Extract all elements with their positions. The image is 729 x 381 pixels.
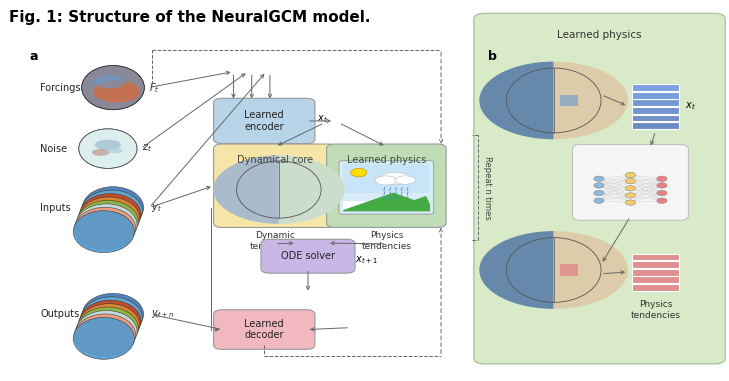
Circle shape [594,198,604,203]
Ellipse shape [79,194,141,235]
Text: $x_t$: $x_t$ [685,100,696,112]
FancyBboxPatch shape [214,310,315,349]
Circle shape [657,190,667,196]
Text: $y_t$: $y_t$ [151,202,162,214]
Text: $y_{t+n}$: $y_{t+n}$ [151,308,174,320]
Circle shape [625,172,636,178]
Text: Learned
encoder: Learned encoder [244,110,284,132]
Text: Physics
tendencies: Physics tendencies [362,231,411,251]
Circle shape [657,183,667,188]
FancyBboxPatch shape [632,284,679,291]
Polygon shape [343,194,429,211]
Bar [560,264,578,276]
Ellipse shape [79,197,140,239]
Circle shape [351,168,367,177]
Text: Dynamical core: Dynamical core [237,155,313,165]
FancyBboxPatch shape [327,144,446,227]
Text: Noise: Noise [40,144,67,154]
Text: Dynamic
tendencies: Dynamic tendencies [250,231,300,251]
Ellipse shape [95,140,121,150]
Circle shape [625,186,636,191]
Text: $x_{t+1}$: $x_{t+1}$ [355,254,378,266]
Ellipse shape [82,187,144,229]
FancyBboxPatch shape [343,201,374,211]
Ellipse shape [76,311,137,352]
Ellipse shape [506,68,601,133]
Ellipse shape [82,66,144,110]
Circle shape [625,193,636,198]
Text: ODE solver: ODE solver [281,251,335,261]
Wedge shape [480,231,554,309]
Text: Learned
decoder: Learned decoder [244,319,284,340]
FancyBboxPatch shape [474,13,725,364]
FancyBboxPatch shape [632,261,679,268]
Ellipse shape [81,297,142,339]
Text: Neural
network: Neural network [611,155,650,176]
Ellipse shape [93,75,125,88]
Ellipse shape [79,304,140,346]
Ellipse shape [81,190,142,232]
Wedge shape [213,155,278,224]
Wedge shape [554,62,628,139]
Text: Learned physics: Learned physics [557,30,642,40]
Ellipse shape [506,238,601,303]
Text: Learned physics: Learned physics [347,155,426,165]
Ellipse shape [74,314,136,356]
Ellipse shape [108,148,122,153]
Circle shape [594,176,604,181]
Circle shape [625,178,636,184]
FancyBboxPatch shape [214,98,315,144]
Ellipse shape [73,211,134,253]
FancyBboxPatch shape [632,269,679,276]
Text: Inputs: Inputs [40,203,71,213]
Circle shape [594,183,604,188]
Ellipse shape [74,207,136,249]
Text: Forcings: Forcings [40,83,81,93]
FancyBboxPatch shape [339,161,434,214]
FancyBboxPatch shape [632,107,679,114]
FancyBboxPatch shape [632,254,679,261]
FancyBboxPatch shape [374,201,405,211]
Text: $z_t$: $z_t$ [142,143,152,154]
Text: b: b [488,50,497,62]
Ellipse shape [73,317,134,359]
FancyBboxPatch shape [632,84,679,91]
Ellipse shape [79,300,141,342]
Text: a: a [29,50,38,62]
FancyBboxPatch shape [632,99,679,106]
Circle shape [657,176,667,181]
Ellipse shape [395,176,416,184]
FancyBboxPatch shape [632,115,679,122]
Ellipse shape [77,307,139,349]
FancyBboxPatch shape [343,164,429,194]
Ellipse shape [375,176,397,185]
Text: Outputs: Outputs [40,309,79,319]
Bar [560,95,578,106]
FancyBboxPatch shape [572,144,688,220]
Circle shape [625,200,636,205]
Text: $F_t$: $F_t$ [149,81,160,94]
Wedge shape [480,62,554,139]
Ellipse shape [79,129,137,168]
Text: Physics
tendencies: Physics tendencies [631,301,680,320]
FancyBboxPatch shape [261,239,355,273]
FancyBboxPatch shape [632,92,679,99]
Wedge shape [278,155,345,224]
Ellipse shape [236,161,321,218]
Ellipse shape [92,149,109,156]
Text: $x_t$: $x_t$ [317,113,328,125]
FancyBboxPatch shape [632,277,679,283]
FancyBboxPatch shape [632,122,679,129]
Circle shape [594,190,604,196]
FancyBboxPatch shape [214,144,337,227]
Ellipse shape [93,80,140,102]
Text: Repeat n times: Repeat n times [483,156,492,219]
Ellipse shape [82,293,144,335]
Wedge shape [554,231,628,309]
Ellipse shape [379,173,411,185]
Text: Fig. 1: Structure of the NeuralGCM model.: Fig. 1: Structure of the NeuralGCM model… [9,10,370,24]
Ellipse shape [76,204,137,246]
Circle shape [657,198,667,203]
Ellipse shape [77,200,139,242]
